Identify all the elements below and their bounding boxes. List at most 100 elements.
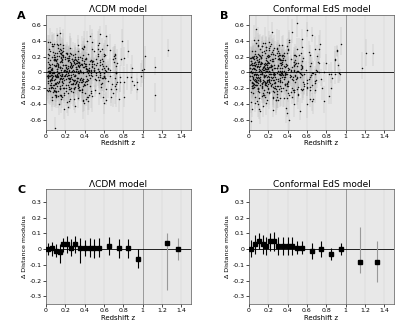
Point bbox=[57, 76, 63, 81]
Point bbox=[260, 67, 266, 72]
Point bbox=[70, 59, 77, 64]
Point bbox=[308, 32, 315, 38]
Point bbox=[270, 47, 276, 52]
Point bbox=[259, 80, 265, 86]
Point bbox=[50, 43, 57, 49]
Point bbox=[75, 64, 82, 69]
Point bbox=[68, 74, 74, 80]
Point bbox=[272, 71, 278, 76]
Point bbox=[301, 83, 307, 88]
Point bbox=[249, 74, 255, 79]
Point bbox=[252, 79, 259, 84]
Point bbox=[272, 80, 278, 85]
Point bbox=[62, 62, 68, 68]
Point bbox=[68, 61, 74, 67]
Point bbox=[62, 85, 69, 91]
Point bbox=[113, 86, 119, 92]
Point bbox=[96, 63, 103, 68]
Point bbox=[268, 62, 274, 68]
Point bbox=[257, 60, 264, 66]
Point bbox=[289, 86, 295, 91]
Point bbox=[282, 82, 289, 88]
Point bbox=[79, 46, 86, 51]
Point bbox=[60, 80, 66, 85]
Point bbox=[97, 72, 104, 77]
Point bbox=[57, 59, 63, 65]
Point bbox=[258, 69, 265, 74]
Point bbox=[316, 46, 322, 51]
Point bbox=[52, 62, 59, 68]
Point bbox=[51, 54, 57, 59]
Point bbox=[86, 75, 93, 81]
Point bbox=[264, 75, 270, 80]
Point bbox=[61, 86, 67, 91]
Point bbox=[306, 84, 313, 90]
Point bbox=[51, 76, 58, 81]
Point bbox=[80, 65, 87, 70]
Point bbox=[48, 78, 55, 83]
Point bbox=[68, 66, 74, 71]
Point bbox=[257, 71, 264, 76]
Point bbox=[97, 59, 104, 65]
Point bbox=[250, 75, 256, 80]
Point bbox=[84, 68, 90, 73]
Point bbox=[112, 55, 119, 60]
Point bbox=[270, 78, 276, 83]
Point bbox=[256, 58, 262, 64]
Point bbox=[270, 71, 277, 76]
Point bbox=[312, 78, 318, 83]
Point bbox=[255, 51, 262, 56]
Point bbox=[284, 43, 290, 48]
Point bbox=[252, 100, 258, 105]
Point bbox=[54, 75, 61, 80]
Point bbox=[51, 92, 58, 97]
Point bbox=[255, 86, 261, 91]
Point bbox=[261, 69, 268, 75]
Point bbox=[314, 68, 320, 74]
Point bbox=[256, 61, 263, 66]
Point bbox=[50, 69, 56, 75]
Point bbox=[280, 52, 286, 58]
Point bbox=[264, 80, 270, 85]
Point bbox=[279, 66, 285, 71]
Point bbox=[53, 59, 59, 64]
Point bbox=[67, 65, 74, 70]
Point bbox=[265, 59, 271, 65]
Point bbox=[260, 72, 267, 78]
Point bbox=[310, 96, 316, 101]
Point bbox=[268, 82, 274, 87]
Point bbox=[63, 68, 70, 73]
Point bbox=[83, 78, 89, 84]
Point bbox=[75, 81, 81, 87]
Point bbox=[56, 70, 62, 76]
Point bbox=[280, 55, 286, 60]
Point bbox=[48, 67, 54, 72]
Point bbox=[272, 85, 278, 91]
Point bbox=[128, 74, 134, 80]
Point bbox=[62, 56, 68, 61]
Title: ΛCDM model: ΛCDM model bbox=[90, 5, 148, 14]
Point bbox=[52, 51, 58, 56]
Point bbox=[274, 51, 280, 56]
Point bbox=[97, 32, 103, 37]
Point bbox=[76, 60, 82, 66]
Point bbox=[46, 68, 52, 74]
Point bbox=[282, 72, 288, 77]
Point bbox=[266, 69, 272, 74]
Point bbox=[74, 60, 80, 65]
Point bbox=[292, 79, 298, 84]
Point bbox=[93, 71, 100, 76]
Point bbox=[370, 50, 376, 55]
Point bbox=[64, 58, 71, 63]
Point bbox=[250, 65, 256, 71]
Point bbox=[273, 95, 280, 100]
Point bbox=[58, 72, 65, 77]
Point bbox=[47, 77, 54, 83]
Point bbox=[102, 68, 108, 73]
Point bbox=[86, 68, 92, 73]
Point bbox=[64, 51, 70, 56]
Point bbox=[265, 74, 271, 79]
Point bbox=[277, 60, 283, 66]
Point bbox=[262, 81, 269, 86]
Point bbox=[284, 79, 291, 84]
